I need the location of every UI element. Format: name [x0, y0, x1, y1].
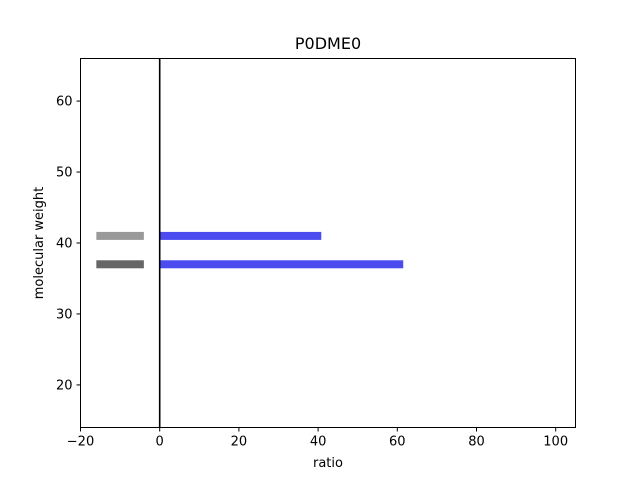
ratio-bar: [159, 260, 404, 269]
y-tick-label: 50: [56, 166, 73, 181]
x-tick-label: −20: [67, 435, 94, 450]
reference-bar: [96, 231, 144, 240]
reference-bar: [96, 260, 144, 269]
x-tick-label: 40: [310, 435, 327, 450]
plot-area: [96, 58, 404, 428]
x-axis-label: ratio: [313, 456, 343, 471]
x-tick-label: 100: [543, 435, 568, 450]
x-tick-label: 80: [468, 435, 485, 450]
y-axis-label: molecular weight: [32, 187, 47, 300]
ratio-bar: [159, 231, 322, 240]
x-tick-label: 20: [231, 435, 248, 450]
y-axis: 20 30 40 50 60: [56, 95, 81, 393]
x-tick-label: 60: [389, 435, 406, 450]
y-tick-label: 20: [56, 378, 73, 393]
x-tick-label: 0: [156, 435, 164, 450]
y-tick-label: 40: [56, 237, 73, 252]
plot-frame: [80, 58, 576, 428]
x-axis: −20 0 20 40 60 80 100: [67, 427, 568, 450]
y-tick-label: 60: [56, 95, 73, 110]
y-tick-label: 30: [56, 307, 73, 322]
chart-title: P0DME0: [295, 34, 361, 53]
